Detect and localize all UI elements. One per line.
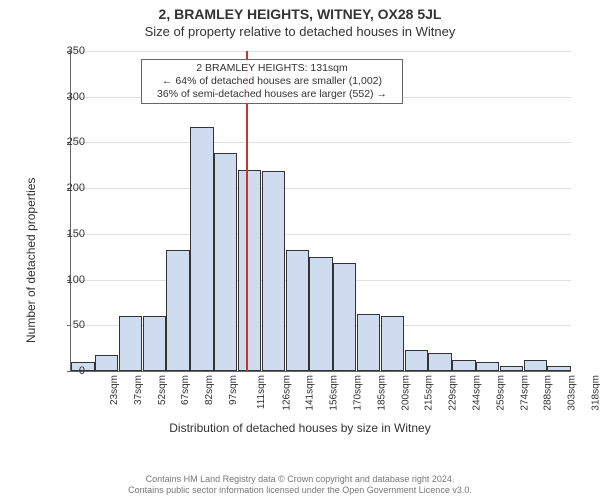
- histogram-bar: [333, 263, 356, 371]
- page-title: 2, BRAMLEY HEIGHTS, WITNEY, OX28 5JL: [0, 6, 600, 22]
- x-tick-label: 303sqm: [567, 375, 578, 411]
- x-tick-label: 244sqm: [472, 375, 483, 411]
- histogram-bar: [214, 153, 237, 371]
- x-tick-label: 97sqm: [228, 375, 239, 405]
- y-tick-label: 250: [45, 136, 85, 148]
- page-subtitle: Size of property relative to detached ho…: [0, 24, 600, 39]
- x-tick-label: 170sqm: [353, 375, 364, 411]
- gridline: [71, 234, 571, 235]
- x-tick-label: 52sqm: [157, 375, 168, 405]
- y-tick-label: 150: [45, 228, 85, 240]
- histogram-bar: [476, 362, 499, 371]
- histogram-bar: [500, 366, 523, 371]
- y-tick-label: 100: [45, 274, 85, 286]
- histogram-bar: [238, 170, 261, 371]
- histogram-bar: [95, 355, 118, 371]
- histogram-bar: [381, 316, 404, 371]
- gridline: [71, 188, 571, 189]
- footer-line-1: Contains HM Land Registry data © Crown c…: [0, 474, 600, 485]
- y-tick-label: 300: [45, 91, 85, 103]
- chart-container: Number of detached properties 2 BRAMLEY …: [10, 43, 590, 443]
- x-tick-label: 111sqm: [256, 375, 267, 409]
- histogram-bar: [452, 360, 475, 371]
- gridline: [71, 142, 571, 143]
- gridline: [71, 51, 571, 52]
- x-tick-label: 23sqm: [109, 375, 120, 405]
- histogram-bar: [143, 316, 166, 371]
- annotation-line: ← 64% of detached houses are smaller (1,…: [148, 75, 396, 88]
- annotation-line: 36% of semi-detached houses are larger (…: [148, 88, 396, 101]
- histogram-bar: [262, 171, 285, 371]
- histogram-bar: [190, 127, 213, 371]
- footer-line-2: Contains public sector information licen…: [0, 485, 600, 496]
- histogram-bar: [547, 366, 570, 371]
- histogram-bar: [357, 314, 380, 371]
- x-tick-label: 318sqm: [591, 375, 600, 411]
- x-tick-label: 200sqm: [400, 375, 411, 411]
- x-axis-label: Distribution of detached houses by size …: [10, 421, 590, 435]
- plot-area: 2 BRAMLEY HEIGHTS: 131sqm← 64% of detach…: [70, 51, 571, 372]
- histogram-bar: [428, 353, 451, 371]
- x-tick-label: 141sqm: [305, 375, 316, 411]
- histogram-bar: [166, 250, 189, 371]
- histogram-bar: [119, 316, 142, 371]
- y-tick-label: 350: [45, 45, 85, 57]
- histogram-bar: [286, 250, 309, 371]
- x-tick-label: 156sqm: [329, 375, 340, 411]
- annotation-box: 2 BRAMLEY HEIGHTS: 131sqm← 64% of detach…: [141, 59, 403, 104]
- x-tick-label: 126sqm: [281, 375, 292, 411]
- x-tick-label: 229sqm: [448, 375, 459, 411]
- histogram-bar: [405, 350, 428, 371]
- y-axis-label: Number of detached properties: [24, 178, 38, 343]
- x-tick-label: 82sqm: [204, 375, 215, 405]
- footer: Contains HM Land Registry data © Crown c…: [0, 474, 600, 496]
- x-tick-label: 259sqm: [495, 375, 506, 411]
- y-tick-label: 50: [45, 319, 85, 331]
- histogram-bar: [309, 257, 332, 371]
- x-tick-label: 288sqm: [543, 375, 554, 411]
- y-tick-label: 0: [45, 365, 85, 377]
- annotation-line: 2 BRAMLEY HEIGHTS: 131sqm: [148, 62, 396, 75]
- x-tick-label: 185sqm: [376, 375, 387, 411]
- histogram-bar: [524, 360, 547, 371]
- x-tick-label: 37sqm: [133, 375, 144, 405]
- x-tick-label: 67sqm: [180, 375, 191, 405]
- x-tick-label: 274sqm: [519, 375, 530, 411]
- x-tick-label: 215sqm: [424, 375, 435, 411]
- y-tick-label: 200: [45, 182, 85, 194]
